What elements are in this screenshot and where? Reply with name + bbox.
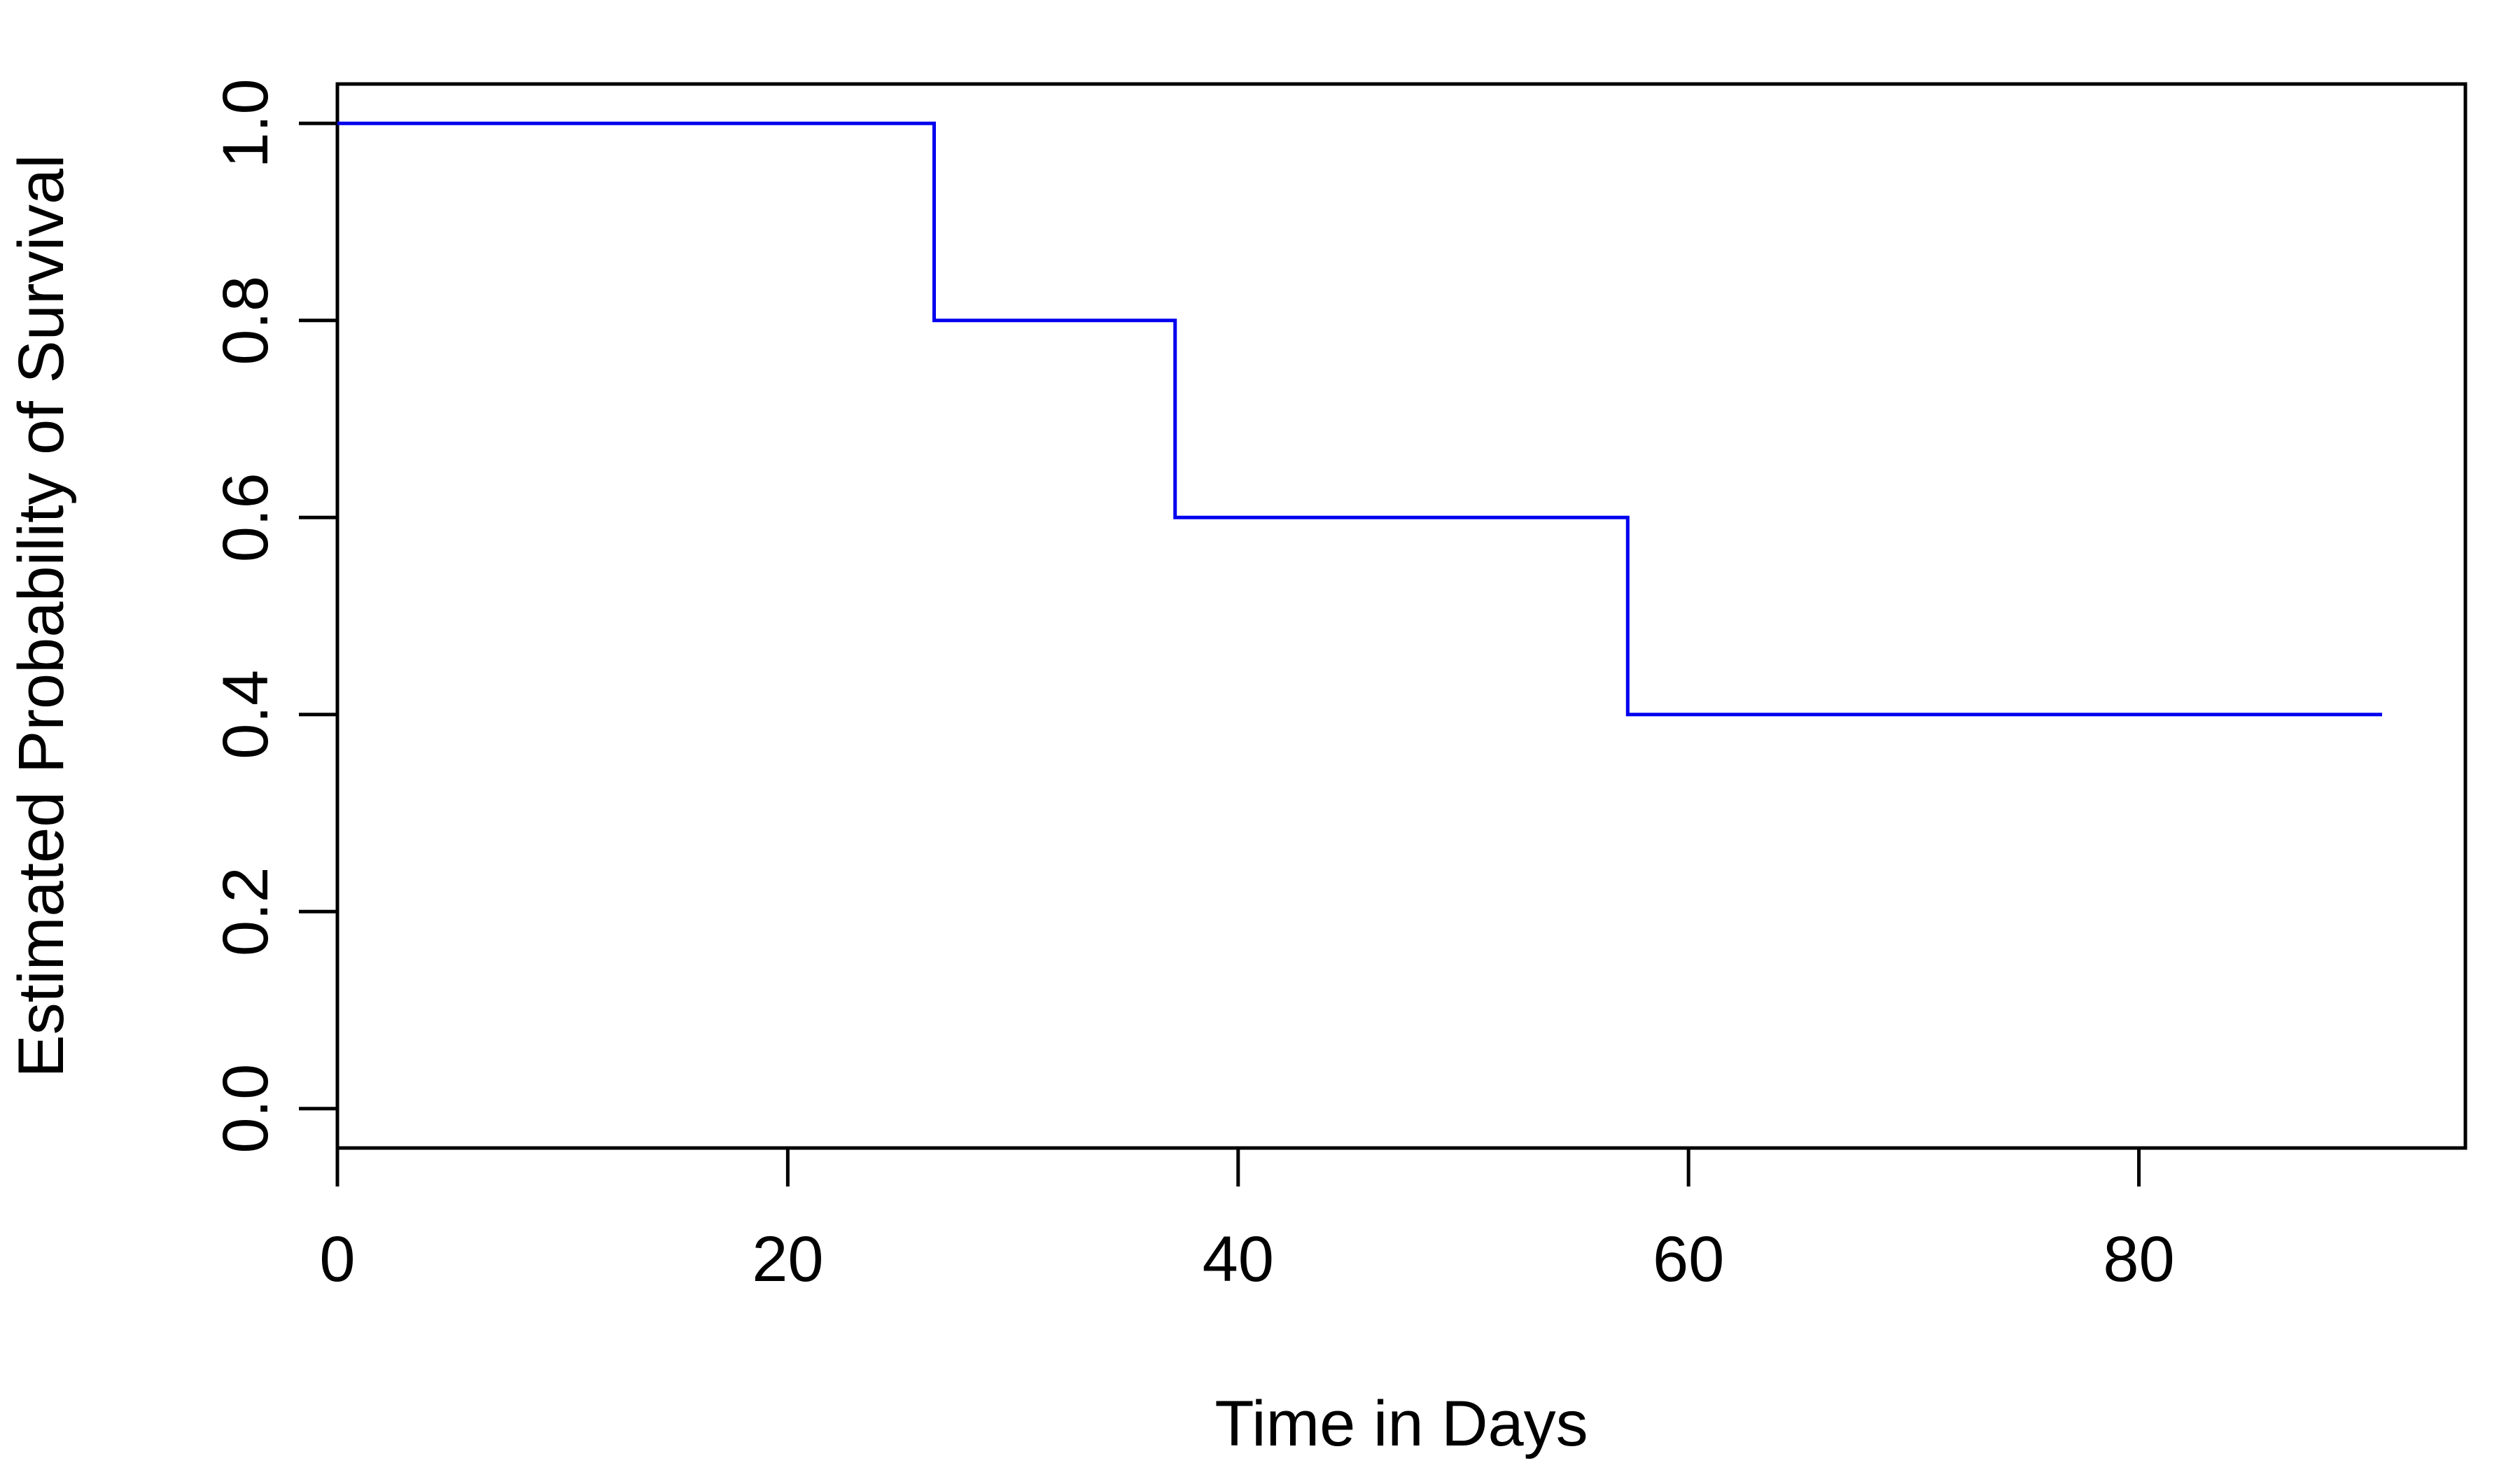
x-tick-label: 0: [319, 1224, 355, 1295]
y-axis: 0.0 0.2 0.4 0.6 0.8 1.0: [210, 78, 340, 1154]
plot-frame: [335, 82, 2468, 1150]
x-tick-label: 20: [752, 1224, 823, 1295]
series-layer: [337, 121, 2382, 717]
y-tick-label: 0.2: [210, 867, 281, 956]
y-tick-label: 0.8: [210, 276, 281, 365]
y-axis-title: Estimated Probability of Survival: [6, 154, 77, 1077]
survival-step-line: [337, 121, 2382, 717]
x-tick-label: 80: [2103, 1224, 2174, 1295]
x-tick-label: 60: [1653, 1224, 1724, 1295]
x-tick-label: 40: [1203, 1224, 1274, 1295]
y-tick-label: 0.4: [210, 670, 281, 760]
y-tick-label: 0.6: [210, 472, 281, 562]
y-tick-label: 1.0: [210, 78, 281, 168]
x-axis: 0 20 40 60 80: [319, 1146, 2175, 1295]
y-tick-label: 0.0: [210, 1064, 281, 1154]
x-axis-title: Time in Days: [1214, 1388, 1588, 1460]
